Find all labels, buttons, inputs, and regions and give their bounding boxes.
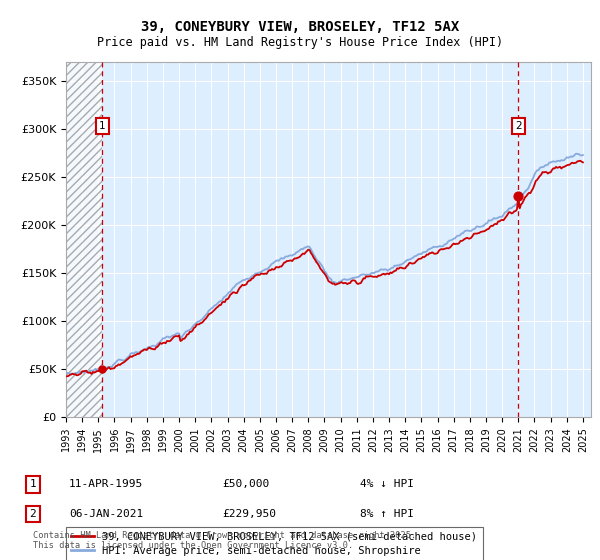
- Text: 1: 1: [99, 121, 106, 131]
- Text: 8% ↑ HPI: 8% ↑ HPI: [360, 509, 414, 519]
- Text: 06-JAN-2021: 06-JAN-2021: [69, 509, 143, 519]
- Point: [98, 365, 107, 374]
- Text: £50,000: £50,000: [222, 479, 269, 489]
- Text: £229,950: £229,950: [222, 509, 276, 519]
- Text: Price paid vs. HM Land Registry's House Price Index (HPI): Price paid vs. HM Land Registry's House …: [97, 36, 503, 49]
- Text: 4% ↓ HPI: 4% ↓ HPI: [360, 479, 414, 489]
- Text: 1: 1: [29, 479, 37, 489]
- Text: 39, CONEYBURY VIEW, BROSELEY, TF12 5AX: 39, CONEYBURY VIEW, BROSELEY, TF12 5AX: [141, 20, 459, 34]
- Legend: 39, CONEYBURY VIEW, BROSELEY, TF12 5AX (semi-detached house), HPI: Average price: 39, CONEYBURY VIEW, BROSELEY, TF12 5AX (…: [66, 527, 482, 560]
- Text: 11-APR-1995: 11-APR-1995: [69, 479, 143, 489]
- Text: Contains HM Land Registry data © Crown copyright and database right 2025.
This d: Contains HM Land Registry data © Crown c…: [33, 530, 416, 550]
- Text: 2: 2: [515, 121, 521, 131]
- Point: [514, 192, 523, 200]
- Bar: [66, 62, 103, 417]
- Text: 2: 2: [29, 509, 37, 519]
